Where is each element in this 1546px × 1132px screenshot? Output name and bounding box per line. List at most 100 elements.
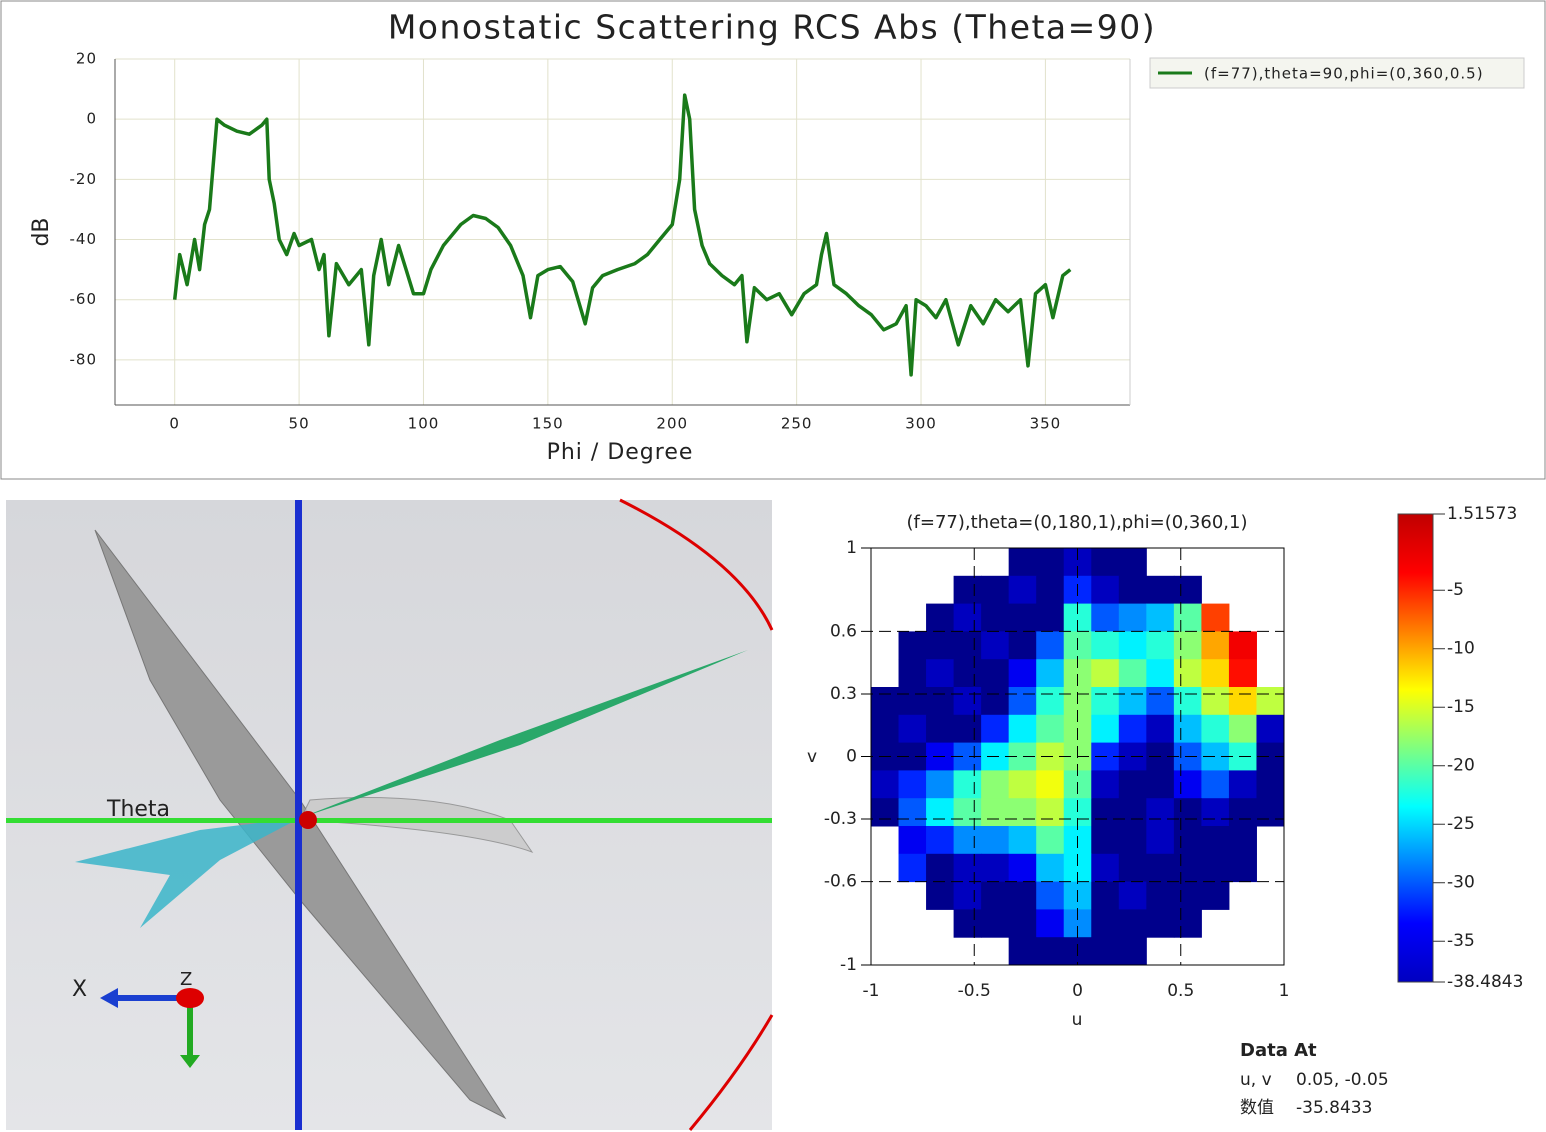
heat-cell: [1201, 603, 1230, 632]
data-at-title: Data At: [1240, 1040, 1317, 1061]
heat-cell: [953, 659, 982, 688]
heat-cell: [1173, 631, 1202, 660]
heat-cell: [981, 575, 1010, 605]
heat-cell: [1256, 770, 1285, 799]
heat-cell: [953, 881, 982, 910]
heat-cell: [1146, 714, 1175, 744]
heat-cell: [898, 770, 927, 799]
colorbar-label: -10: [1447, 639, 1475, 659]
y-tick-label: -0.3: [824, 809, 857, 829]
heat-cell: [953, 603, 982, 632]
heat-cell: [1146, 826, 1175, 855]
heat-cell: [1201, 770, 1230, 799]
heat-cell: [898, 714, 927, 744]
heat-cell: [1118, 853, 1147, 883]
colorbar: [1397, 513, 1434, 983]
heat-cell: [1036, 798, 1065, 827]
y-tick-label: -20: [70, 170, 98, 188]
heat-cell: [1091, 548, 1120, 577]
heat-cell: [1091, 826, 1120, 855]
heat-cell: [1146, 659, 1175, 688]
y-tick-label: 0.6: [830, 621, 857, 641]
heat-cell: [1036, 714, 1065, 744]
arc: [619, 498, 774, 631]
heat-cell: [1228, 853, 1257, 883]
x-tick-label: -1: [863, 981, 880, 1001]
view-3d: Theta X Z: [6, 498, 774, 1131]
y-tick-label: 0: [846, 747, 857, 767]
heat-cell: [1118, 826, 1147, 855]
heat-cell: [1146, 881, 1175, 910]
heat-cell: [1228, 659, 1257, 688]
heat-cell: [1201, 631, 1230, 660]
heat-cell: [1173, 909, 1202, 938]
heat-cell: [1256, 714, 1285, 744]
heat-cell: [1008, 853, 1037, 883]
heat-cell: [1173, 603, 1202, 632]
heat-cell: [1036, 881, 1065, 910]
heat-cell: [1228, 714, 1257, 744]
x-axis-label: u: [1072, 1010, 1083, 1030]
heat-cell: [953, 770, 982, 799]
heat-cell: [926, 631, 955, 660]
x-tick-label: 150: [532, 415, 564, 433]
z-arrow: [180, 1055, 200, 1068]
heat-cell: [981, 853, 1010, 883]
heat-cell: [1118, 714, 1147, 744]
heat-cell: [1118, 548, 1147, 577]
heat-cell: [1008, 687, 1037, 716]
heat-cell: [926, 881, 955, 910]
view-label: Theta: [106, 797, 170, 822]
heat-cell: [1036, 937, 1065, 966]
y-tick-label: 0.3: [830, 684, 857, 704]
heat-cell: [1228, 798, 1257, 827]
y-tick-label: -80: [70, 350, 98, 368]
heat-cell: [1146, 603, 1175, 632]
y-tick-label: -60: [70, 290, 98, 308]
heat-cell: [1146, 853, 1175, 883]
axis-ball: [176, 988, 204, 1008]
heat-cell: [1118, 881, 1147, 910]
heat-cell: [953, 798, 982, 827]
heat-cell: [926, 714, 955, 744]
heat-cell: [1091, 798, 1120, 827]
heat-cell: [1091, 881, 1120, 910]
heat-cell: [953, 575, 982, 605]
heat-cell: [871, 714, 900, 744]
y-tick-label: -40: [70, 230, 98, 248]
heat-cell: [926, 659, 955, 688]
legend: [1149, 57, 1525, 89]
heat-cell: [981, 714, 1010, 744]
line-series: [172, 93, 1072, 377]
heat-cell: [1173, 826, 1202, 855]
heat-cell: [1091, 909, 1120, 938]
heat-cell: [981, 798, 1010, 827]
heat-cell: [1256, 687, 1285, 716]
heat-cell: [926, 770, 955, 799]
x-tick-label: 50: [289, 415, 310, 433]
colorbar-label: -35: [1447, 931, 1475, 951]
heat-cell: [1036, 659, 1065, 688]
heat-cell: [1118, 603, 1147, 632]
heat-cell: [981, 687, 1010, 716]
heat-cell: [1228, 770, 1257, 799]
heat-cell: [953, 714, 982, 744]
legend-label: (f=77),theta=90,phi=(0,360,0.5): [1204, 65, 1484, 83]
colorbar-label: -38.4843: [1447, 972, 1523, 992]
data-at-value: 0.05, -0.05: [1296, 1070, 1389, 1090]
heat-cell: [1036, 548, 1065, 577]
heat-cell: [1118, 631, 1147, 660]
heat-cell: [1008, 826, 1037, 855]
axis-line: [6, 818, 772, 823]
heat-cell: [1173, 575, 1202, 605]
heat-cell: [1091, 659, 1120, 688]
heat-cell: [1008, 770, 1037, 799]
heat-cell: [1091, 575, 1120, 605]
heat-cell: [1008, 714, 1037, 744]
heat-cell: [981, 770, 1010, 799]
heat-cell: [1173, 714, 1202, 744]
heat-cell: [1173, 687, 1202, 716]
heatmap-title: (f=77),theta=(0,180,1),phi=(0,360,1): [907, 512, 1248, 533]
